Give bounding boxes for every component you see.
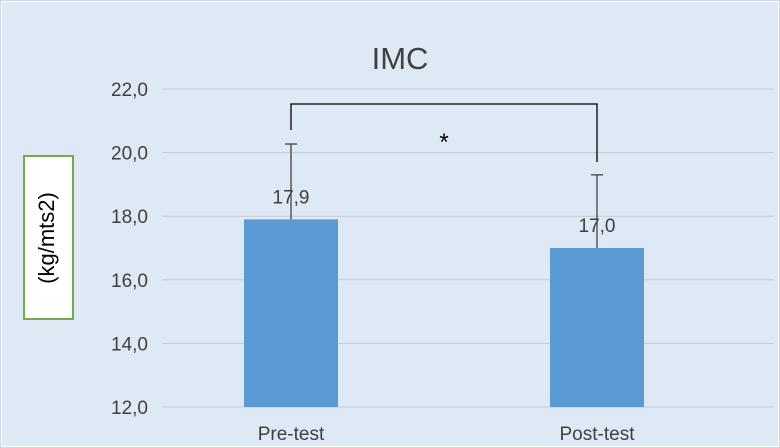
y-tick-label: 12,0 [111,398,148,419]
x-category-label: Pre-test [258,424,325,445]
significance-bracket: * [290,103,598,162]
y-tick-label: 20,0 [111,144,148,165]
bar [244,219,338,407]
error-bars [285,143,603,248]
significance-line [290,103,598,162]
y-axis-ticks: 12,0 14,0 16,0 18,0 20,0 22,0 [111,80,148,419]
y-axis-label-border [23,155,74,320]
significance-marker: * [439,129,448,156]
x-axis-categories: Pre-test Post-test [258,424,635,445]
y-tick-label: 16,0 [111,271,148,292]
y-axis-label-box: (kg/mts2) [23,155,74,320]
y-axis-label: (kg/mts2) [34,192,59,284]
x-category-label: Post-test [560,424,636,445]
bar [550,248,644,407]
y-tick-label: 18,0 [111,207,148,228]
y-tick-label: 14,0 [111,334,148,355]
data-labels: 17,9 17,0 [273,187,616,237]
bars [244,219,644,407]
data-label: 17,9 [273,187,310,208]
y-tick-label: 22,0 [111,80,148,101]
chart-title: IMC [372,41,429,76]
data-label: 17,0 [579,216,616,237]
